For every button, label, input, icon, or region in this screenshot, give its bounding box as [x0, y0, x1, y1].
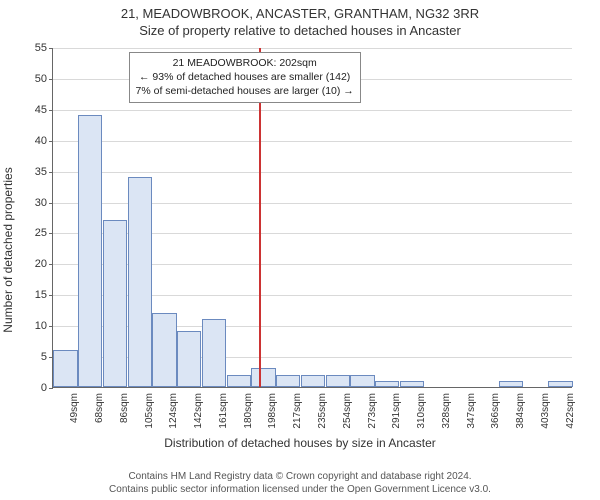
histogram-bar	[78, 115, 102, 387]
gridline	[53, 141, 572, 142]
histogram-bar	[276, 375, 300, 387]
xtick-label: 86sqm	[119, 393, 130, 423]
ytick-mark	[49, 141, 53, 142]
xtick-label: 142sqm	[193, 393, 204, 429]
y-axis-label: Number of detached properties	[1, 85, 15, 250]
xtick-label: 105sqm	[144, 393, 155, 429]
ytick-label: 55	[35, 42, 47, 54]
ytick-mark	[49, 110, 53, 111]
ytick-label: 0	[41, 382, 47, 394]
ytick-mark	[49, 233, 53, 234]
ytick-mark	[49, 295, 53, 296]
x-axis-label: Distribution of detached houses by size …	[0, 436, 600, 450]
title-subtitle: Size of property relative to detached ho…	[0, 23, 600, 38]
ytick-label: 35	[35, 166, 47, 178]
xtick-label: 124sqm	[168, 393, 179, 429]
ytick-label: 15	[35, 289, 47, 301]
annotation-box: 21 MEADOWBROOK: 202sqm← 93% of detached …	[129, 52, 361, 103]
ytick-label: 20	[35, 258, 47, 270]
annotation-line3: 7% of semi-detached houses are larger (1…	[136, 84, 354, 98]
histogram-bar	[400, 381, 424, 387]
ytick-mark	[49, 172, 53, 173]
histogram-bar	[202, 319, 226, 387]
ytick-label: 30	[35, 197, 47, 209]
ytick-mark	[49, 79, 53, 80]
xtick-label: 49sqm	[69, 393, 80, 423]
ytick-label: 10	[35, 320, 47, 332]
footer-attribution: Contains HM Land Registry data © Crown c…	[0, 470, 600, 496]
xtick-label: 347sqm	[466, 393, 477, 429]
histogram-chart: 051015202530354045505549sqm68sqm86sqm105…	[52, 48, 572, 388]
xtick-label: 254sqm	[342, 393, 353, 429]
ytick-mark	[49, 48, 53, 49]
xtick-label: 422sqm	[565, 393, 576, 429]
ytick-label: 40	[35, 135, 47, 147]
ytick-mark	[49, 264, 53, 265]
title-address: 21, MEADOWBROOK, ANCASTER, GRANTHAM, NG3…	[0, 6, 600, 21]
footer-line2: Contains public sector information licen…	[0, 483, 600, 496]
xtick-label: 180sqm	[243, 393, 254, 429]
histogram-bar	[53, 350, 77, 387]
annotation-line1: 21 MEADOWBROOK: 202sqm	[136, 56, 354, 70]
ytick-mark	[49, 326, 53, 327]
ytick-mark	[49, 388, 53, 389]
xtick-label: 198sqm	[267, 393, 278, 429]
ytick-label: 45	[35, 104, 47, 116]
histogram-bar	[499, 381, 523, 387]
histogram-bar	[227, 375, 251, 387]
xtick-label: 328sqm	[441, 393, 452, 429]
xtick-label: 217sqm	[292, 393, 303, 429]
xtick-label: 235sqm	[317, 393, 328, 429]
histogram-bar	[251, 368, 275, 387]
xtick-label: 310sqm	[416, 393, 427, 429]
ytick-mark	[49, 203, 53, 204]
ytick-label: 25	[35, 227, 47, 239]
gridline	[53, 172, 572, 173]
plot-area: 051015202530354045505549sqm68sqm86sqm105…	[52, 48, 572, 388]
histogram-bar	[177, 331, 201, 387]
histogram-bar	[326, 375, 350, 387]
ytick-label: 5	[41, 351, 47, 363]
xtick-label: 403sqm	[540, 393, 551, 429]
histogram-bar	[548, 381, 572, 387]
gridline	[53, 48, 572, 49]
ytick-label: 50	[35, 73, 47, 85]
footer-line1: Contains HM Land Registry data © Crown c…	[0, 470, 600, 483]
xtick-label: 291sqm	[391, 393, 402, 429]
histogram-bar	[350, 375, 374, 387]
gridline	[53, 110, 572, 111]
histogram-bar	[103, 220, 127, 387]
xtick-label: 366sqm	[490, 393, 501, 429]
annotation-line2: ← 93% of detached houses are smaller (14…	[136, 70, 354, 84]
histogram-bar	[152, 313, 176, 387]
histogram-bar	[375, 381, 399, 387]
xtick-label: 161sqm	[218, 393, 229, 429]
histogram-bar	[128, 177, 152, 387]
xtick-label: 384sqm	[515, 393, 526, 429]
xtick-label: 68sqm	[94, 393, 105, 423]
xtick-label: 273sqm	[367, 393, 378, 429]
histogram-bar	[301, 375, 325, 387]
